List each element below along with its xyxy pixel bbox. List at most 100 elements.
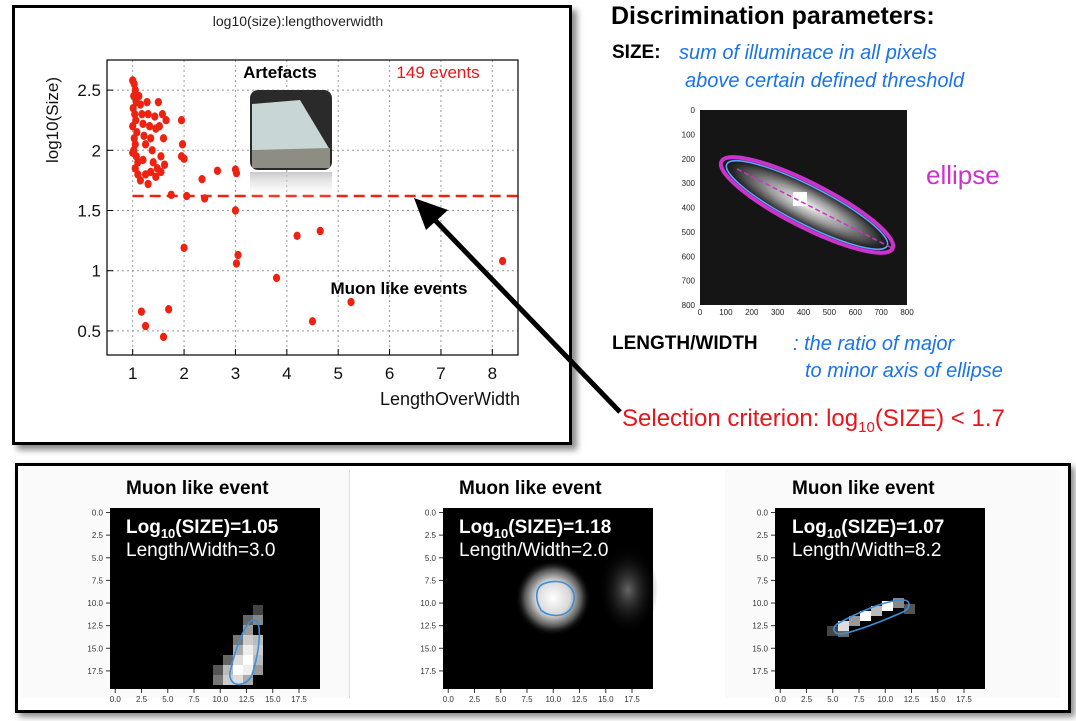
panel-3-image-bg: [775, 508, 985, 689]
panel-x-tick-label: 0.0: [110, 695, 122, 704]
scatter-point: [152, 172, 160, 181]
length-width-description-line2: to minor axis of ellipse: [805, 360, 1003, 382]
panel-1-size-value: Log10(SIZE)=1.05: [126, 517, 279, 541]
scatter-point: [147, 167, 155, 177]
size-description-line1: sum of illuminace in all pixels: [679, 42, 937, 64]
panel-x-tick-label: 17.5: [624, 695, 640, 704]
panel-1-image: 0.0 2.5 5.0 7.5 10.0 12.5 15.0 17.5 0.0 2.5 5.0 7.5…: [87, 508, 320, 704]
x-tick-label: 8: [488, 364, 497, 383]
panel-x-tick-label: 15.0: [598, 695, 614, 704]
scatter-point: [129, 122, 137, 131]
y-tick-label: 2: [92, 141, 101, 160]
discrimination-heading: Discrimination parameters:: [611, 2, 935, 30]
artefact-thumbnail: [250, 90, 332, 200]
ellipse-x-tick-label: 700: [874, 308, 888, 317]
panel-x-tick-label: 12.5: [572, 695, 588, 704]
panel-y-tick-label: 17.5: [87, 667, 103, 676]
panel-y-tick-label: 0.0: [757, 509, 769, 518]
panel-2-size-value: Log10(SIZE)=1.18: [459, 517, 612, 541]
selection-prefix: Selection criterion: log: [622, 405, 859, 432]
scatter-points: [129, 76, 507, 342]
scatter-point: [141, 321, 150, 331]
ellipse-y-tick-label: 100: [682, 130, 696, 139]
panel-y-tick-label: 12.5: [752, 622, 768, 631]
panel-y-tick-label: 12.5: [87, 622, 103, 631]
scatter-point: [201, 194, 209, 203]
panel-2-title: Muon like event: [459, 478, 602, 499]
scatter-ticks: 1 2 3 4 5 6 7 8 0.5 1 1.5 2 2.5: [77, 81, 497, 383]
arrow-graphic: [414, 198, 622, 414]
scatter-point: [234, 250, 242, 260]
panel-x-tick-label: 10.0: [212, 695, 228, 704]
y-tick-label: 0.5: [77, 322, 101, 341]
panel-x-tick-label: 10.0: [877, 695, 893, 704]
events-count-label: 149 events: [396, 63, 479, 82]
scatter-point: [498, 256, 507, 266]
panel-y-tick-label: 5.0: [92, 554, 104, 563]
ellipse-major-axis: [736, 168, 893, 249]
ellipse-x-tick-label: 100: [719, 308, 733, 317]
scatter-point: [157, 167, 165, 177]
scatter-point: [157, 152, 165, 161]
panel-x-tick-label: 15.0: [265, 695, 281, 704]
panel-1-title: Muon like event: [126, 478, 269, 499]
panel-y-tick-label: 7.5: [757, 576, 769, 585]
scatter-point: [141, 140, 150, 149]
panel-x-tick-label: 7.5: [853, 695, 865, 704]
scatter-point: [144, 179, 152, 189]
panel-y-tick-label: 7.5: [92, 576, 104, 585]
panel-y-tick-label: 5.0: [757, 554, 769, 563]
scatter-point: [167, 190, 175, 200]
panel-x-tick-label: 7.5: [521, 695, 533, 704]
scatter-point: [149, 158, 157, 167]
panel-x-tick-label: 10.0: [545, 695, 561, 704]
scatter-point: [148, 146, 156, 155]
panel-x-tick-label: 17.5: [956, 695, 972, 704]
scatter-plot-frame: [12, 5, 572, 445]
panel-x-tick-label: 0.0: [775, 695, 787, 704]
panel-x-tick-label: 7.5: [188, 695, 200, 704]
arrow-shaft: [428, 213, 622, 414]
ellipse-ticks: 0 100 200 300 400 500 600 700 800010020030040050…: [682, 106, 915, 317]
panel-3-title: Muon like event: [792, 478, 935, 499]
scatter-plot: log10(size):lengthoverwidth log10(Size) …: [43, 13, 520, 409]
ellipse-x-tick-label: 600: [849, 308, 863, 317]
scatter-ylabel: log10(Size): [43, 77, 62, 163]
scatter-point: [198, 175, 206, 184]
scatter-xlabel: LengthOverWidth: [380, 389, 520, 409]
panel-x-tick-label: 2.5: [801, 695, 813, 704]
scatter-point: [183, 191, 191, 201]
ellipse-x-tick-label: 300: [771, 308, 785, 317]
panel-y-tick-label: 12.5: [420, 622, 436, 631]
length-width-description-line1: : the ratio of major: [793, 333, 955, 355]
scatter-point: [146, 122, 154, 131]
scatter-point: [136, 100, 144, 109]
panel-y-tick-label: 17.5: [752, 667, 768, 676]
panel-3-image: 0.0 2.5 5.0 7.5 10.0 12.5 15.0 17.5 0.0 2.5 5.0 7.5…: [752, 508, 985, 704]
panel-3-length-width: Length/Width=8.2: [792, 540, 942, 561]
scatter-point: [180, 154, 188, 163]
panel-y-tick-label: 10.0: [87, 599, 103, 608]
panel-y-tick-label: 17.5: [420, 667, 436, 676]
scatter-point: [136, 176, 144, 185]
panel-2-secondary-blob: [598, 545, 658, 635]
scatter-title: log10(size):lengthoverwidth: [213, 13, 383, 29]
ellipse-fit-outline: [718, 155, 896, 255]
x-tick-label: 6: [385, 364, 394, 383]
scatter-axes-box: [106, 59, 519, 356]
scatter-point: [139, 119, 147, 129]
scatter-point: [137, 307, 146, 316]
x-tick-label: 3: [231, 364, 240, 383]
scatter-point: [129, 148, 137, 157]
ellipse-x-tick-label: 200: [745, 308, 759, 317]
size-description-line2: above certain defined threshold: [685, 70, 965, 92]
ellipse-y-tick-label: 200: [682, 155, 696, 164]
scatter-point: [178, 140, 187, 149]
y-tick-label: 1.5: [77, 202, 101, 221]
scatter-point: [140, 131, 148, 141]
y-tick-label: 1: [92, 262, 101, 281]
ellipse-y-tick-label: 300: [682, 179, 696, 188]
panel-y-tick-label: 15.0: [87, 644, 103, 653]
panel-1-ticks: 0.0 2.5 5.0 7.5 10.0 12.5 15.0 17.5 0.0 2.5 5.0 7.5…: [87, 509, 307, 704]
scatter-point: [151, 112, 159, 121]
